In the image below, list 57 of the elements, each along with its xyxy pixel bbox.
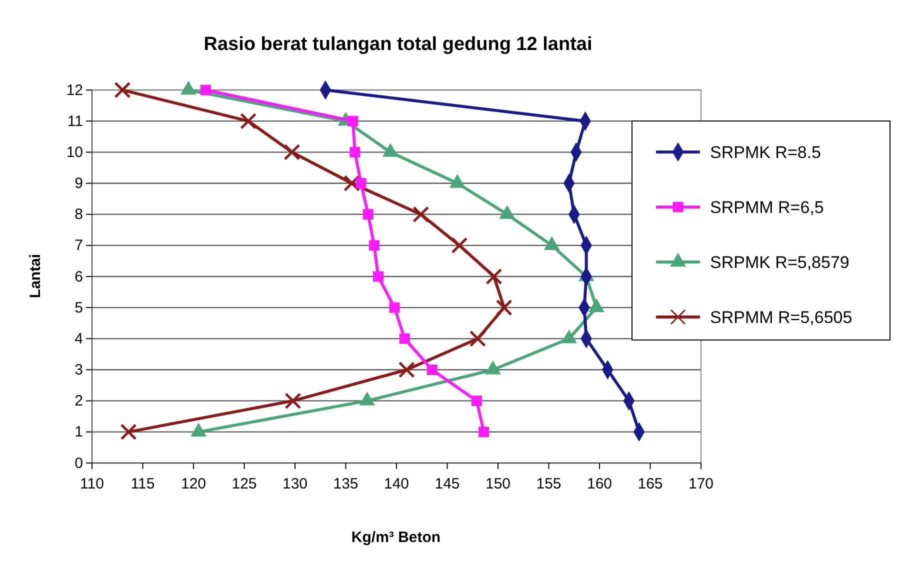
point — [399, 333, 410, 344]
point — [389, 302, 400, 313]
x-tick-label: 150 — [485, 476, 511, 492]
point — [496, 299, 512, 316]
legend-label: SRPMK R=5,8579 — [710, 253, 850, 272]
point — [412, 206, 430, 223]
x-tick-label: 130 — [282, 476, 308, 492]
point — [284, 392, 302, 410]
x-tick-label: 170 — [688, 476, 714, 492]
point — [114, 82, 131, 98]
point — [478, 426, 490, 438]
point — [451, 237, 468, 254]
point — [398, 361, 415, 378]
y-tick-label: 10 — [66, 144, 83, 161]
y-tick-label: 11 — [67, 112, 83, 130]
point — [362, 209, 374, 220]
point — [368, 240, 380, 251]
legend-label: SRPMM R=5,6505 — [710, 308, 852, 327]
x-tick-label: 135 — [333, 476, 358, 492]
y-tick-label: 2 — [74, 392, 83, 410]
point — [469, 330, 486, 347]
y-axis-title: Lantai — [27, 254, 44, 298]
x-tick-label: 155 — [536, 476, 562, 492]
point — [372, 271, 384, 282]
point — [348, 116, 358, 126]
y-tick-label: 5 — [74, 299, 83, 316]
point — [471, 396, 482, 406]
chart-title: Rasio berat tulangan total gedung 12 lantai — [204, 34, 592, 55]
point — [240, 112, 257, 130]
y-tick-label: 4 — [74, 330, 83, 348]
y-tick-label: 9 — [74, 175, 83, 192]
point — [344, 174, 360, 192]
point — [200, 84, 211, 96]
x-tick-label: 110 — [80, 476, 104, 492]
y-tick-label: 0 — [74, 454, 83, 472]
x-tick-label: 160 — [586, 476, 612, 492]
y-tick-label: 6 — [74, 268, 83, 286]
point — [356, 178, 366, 188]
y-tick-label: 8 — [74, 206, 83, 224]
x-tick-label: 165 — [638, 476, 663, 492]
y-tick-label: 1 — [74, 424, 83, 441]
y-tick-label: 7 — [74, 237, 83, 254]
x-tick-label: 120 — [180, 476, 206, 492]
point — [350, 146, 360, 158]
y-tick-label: 3 — [74, 362, 83, 379]
x-axis-title: Kg/m³ Beton — [351, 529, 441, 546]
point — [284, 144, 300, 160]
x-tick-label: 115 — [130, 476, 155, 492]
point — [120, 424, 137, 440]
legend-label: SRPMM R=6,5 — [710, 198, 824, 217]
x-tick-label: 145 — [434, 476, 460, 492]
x-tick-label: 125 — [232, 476, 257, 492]
legend-label: SRPMK R=8.5 — [710, 143, 822, 162]
y-tick-label: 12 — [66, 82, 83, 99]
x-tick-label: 140 — [384, 476, 410, 492]
point — [426, 364, 438, 375]
point — [486, 268, 502, 285]
